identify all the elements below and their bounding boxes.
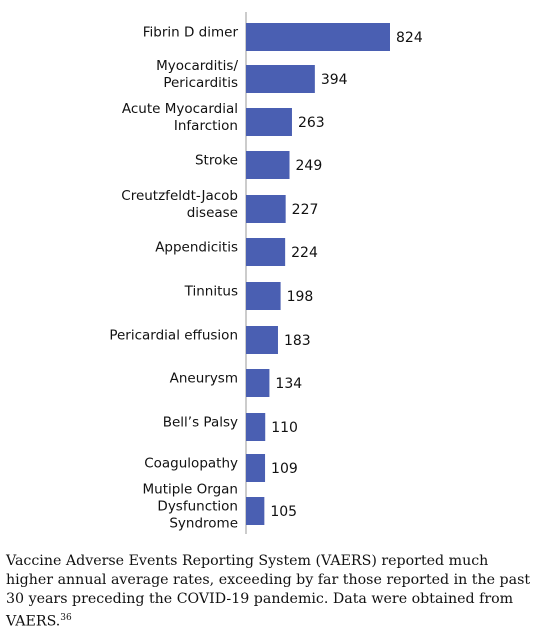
data-label: 110 <box>271 420 298 436</box>
bar <box>246 282 281 310</box>
bar <box>246 497 265 525</box>
caption-text: Vaccine Adverse Events Reporting System … <box>6 553 531 630</box>
category-label: Stroke <box>195 153 238 169</box>
category-label-line: Fibrin D dimer <box>143 25 239 41</box>
category-label: Myocarditis/Pericarditis <box>156 58 238 91</box>
category-label: Aneurysm <box>170 371 238 387</box>
data-label: 227 <box>292 202 319 218</box>
category-label-line: disease <box>187 205 238 221</box>
bar <box>246 65 315 93</box>
bar <box>246 195 286 223</box>
category-label-line: Aneurysm <box>170 371 238 387</box>
category-label-line: Tinnitus <box>184 284 238 300</box>
data-label: 109 <box>271 461 298 477</box>
data-label: 183 <box>284 333 311 349</box>
bar <box>246 23 390 51</box>
data-label: 249 <box>296 158 323 174</box>
category-label-line: Syndrome <box>169 516 238 532</box>
category-label: Fibrin D dimer <box>143 25 239 41</box>
value-labels-group: 824 394 263 249 227 224 198 183 134 110 109 105 <box>270 30 422 520</box>
category-label-line: Mutiple Organ <box>142 482 238 498</box>
bar-chart: Fibrin D dimer Myocarditis/Pericarditis Ac… <box>109 12 423 534</box>
bar <box>246 108 292 136</box>
data-label: 224 <box>291 245 318 261</box>
category-label: Bell’s Palsy <box>163 415 238 431</box>
bar <box>246 151 290 179</box>
data-label: 105 <box>270 504 297 520</box>
category-label-line: Infarction <box>174 118 238 134</box>
category-label: Appendicitis <box>155 240 238 256</box>
category-label-line: Myocarditis/ <box>156 58 238 74</box>
bar <box>246 326 278 354</box>
data-label: 394 <box>321 72 348 88</box>
category-label-line: Coagulopathy <box>144 456 238 472</box>
data-label: 824 <box>396 30 423 46</box>
data-label: 198 <box>287 289 314 305</box>
caption-reference: 36 <box>60 613 72 623</box>
category-labels-group: Fibrin D dimer Myocarditis/Pericarditis Ac… <box>109 25 238 532</box>
category-label-line: Bell’s Palsy <box>163 415 238 431</box>
category-label-line: Dysfunction <box>157 499 238 515</box>
bar <box>246 369 270 397</box>
category-label-line: Pericarditis <box>163 75 238 91</box>
category-label: Coagulopathy <box>144 456 238 472</box>
bar <box>246 238 286 266</box>
category-label-line: Creutzfeldt-Jacob <box>121 188 238 204</box>
data-label: 263 <box>298 115 325 131</box>
category-label-line: Appendicitis <box>155 240 238 256</box>
category-label: Mutiple Organ Dysfunction Syndrome <box>142 482 238 532</box>
figure-caption: Vaccine Adverse Events Reporting System … <box>6 552 534 632</box>
category-label-line: Pericardial effusion <box>109 328 238 344</box>
category-label-line: Stroke <box>195 153 238 169</box>
bars-group <box>246 23 390 525</box>
bar <box>246 454 266 482</box>
bar <box>246 413 266 441</box>
category-label: Creutzfeldt-Jacob disease <box>121 188 238 221</box>
category-label: Acute Myocardial Infarction <box>122 101 238 134</box>
category-label: Pericardial effusion <box>109 328 238 344</box>
data-label: 134 <box>275 376 302 392</box>
category-label: Tinnitus <box>184 284 238 300</box>
category-label-line: Acute Myocardial <box>122 101 238 117</box>
